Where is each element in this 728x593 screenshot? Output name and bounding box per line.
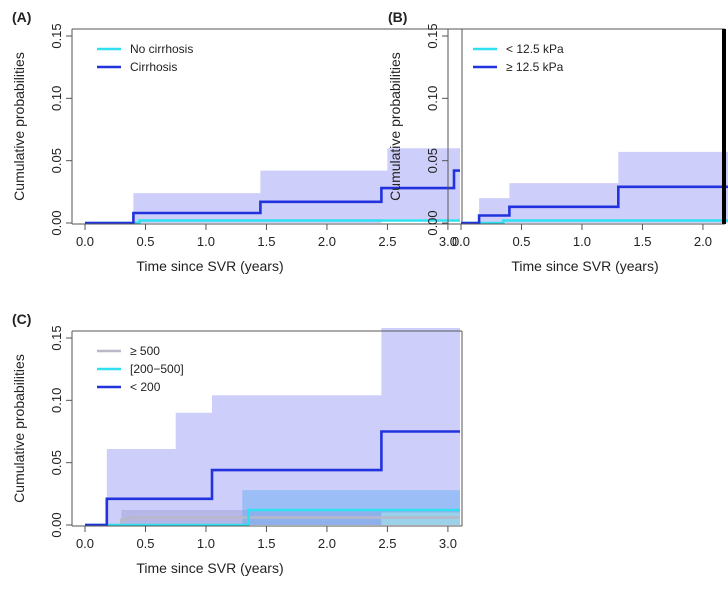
y-tick-label: 0.00 [425,210,440,235]
legend-label-0: No cirrhosis [130,42,193,56]
y-tick-label: 0.05 [49,148,64,173]
confidence-band-1 [461,151,728,223]
x-tick-label: 1.5 [257,536,275,551]
x-tick-label: 3.0 [439,234,457,249]
y-tick-label: 0.00 [49,512,64,537]
x-tick-label: 3.0 [439,536,457,551]
y-tick-label: 0.15 [49,23,64,48]
y-tick-label: 0.05 [49,450,64,475]
plot-area [85,120,460,224]
panel-a: 0.00 0.05 0.10 0.15 0.0 0.5 1.0 1.5 2.0 2.5 3.0 Tim… [11,9,463,274]
x-tick-label: 2.0 [694,234,712,249]
legend-label-2: < 200 [130,380,161,394]
x-tick-label: 1.0 [573,234,591,249]
confidence-band-2 [85,328,460,525]
x-tick-label: 1.0 [197,234,215,249]
panel-label: (A) [12,9,31,25]
x-axis-label: Time since SVR (years) [136,560,283,576]
panel-label: (B) [388,9,407,25]
x-tick-label: 0.0 [452,234,470,249]
x-tick-label: 2.5 [378,536,396,551]
confidence-band-1 [85,120,460,223]
legend-label-1: ≥ 12.5 kPa [506,60,564,74]
legend-label-1: [200−500] [130,362,184,376]
y-tick-label: 0.05 [425,148,440,173]
series-line-0 [461,219,728,224]
x-tick-label: 0.0 [76,234,94,249]
y-tick-label: 0.10 [49,86,64,111]
series-line-1 [85,169,460,224]
x-axis-label: Time since SVR (years) [136,258,283,274]
y-tick-label: 0.10 [425,86,440,111]
series-line-1 [85,508,460,526]
x-tick-label: 2.0 [318,234,336,249]
x-tick-label: 0.0 [76,536,94,551]
x-tick-label: 1.5 [257,234,275,249]
legend-label-0: ≥ 500 [130,344,160,358]
x-axis-label: Time since SVR (years) [511,258,658,274]
y-tick-label: 0.00 [49,210,64,235]
x-tick-label: 2.0 [318,536,336,551]
legend-label-0: < 12.5 kPa [506,42,564,56]
x-tick-label: 0.5 [136,536,154,551]
y-tick-label: 0.10 [49,388,64,413]
plot-area [85,328,460,526]
plot-area [461,151,728,224]
series-line-2 [85,430,460,526]
y-axis-label: Cumulative probabilities [11,52,27,201]
x-tick-label: 2.5 [378,234,396,249]
x-tick-label: 0.5 [512,234,530,249]
legend-label-1: Cirrhosis [130,60,177,74]
y-axis-label: Cumulative probabilities [11,354,27,503]
x-tick-label: 1.5 [633,234,651,249]
x-tick-label: 1.0 [197,536,215,551]
y-tick-label: 0.15 [425,23,440,48]
series-line-1 [461,185,728,224]
panel-label: (C) [12,311,31,327]
y-axis-label: Cumulative probabilities [387,52,403,201]
panel-b: 0.00 0.05 0.10 0.15 0.0 0.5 1.0 1.5 2.0 Time sinc… [387,9,728,274]
confidence-band-1 [85,471,460,525]
y-tick-label: 0.15 [49,325,64,350]
x-tick-label: 0.5 [136,234,154,249]
panel-c: 0.00 0.05 0.10 0.15 0.0 0.5 1.0 1.5 2.0 2.5 3.0 Tim… [11,311,463,576]
